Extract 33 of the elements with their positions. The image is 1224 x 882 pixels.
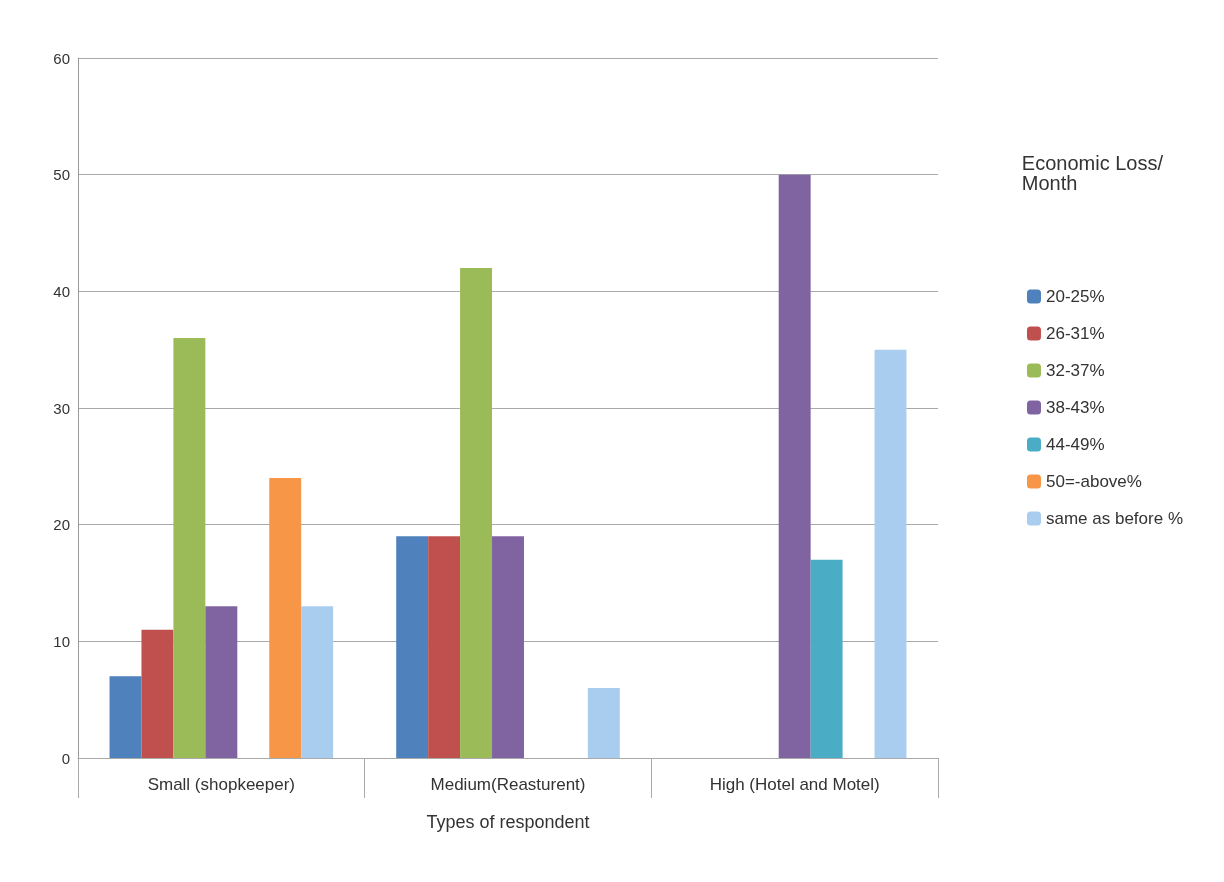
y-tick-label: 10 xyxy=(53,632,70,650)
bar xyxy=(141,629,174,758)
legend-label: same as before % xyxy=(1045,509,1183,528)
legend-label: 20-25% xyxy=(1045,287,1105,306)
bar xyxy=(269,478,302,758)
x-tick-label: High (Hotel and Motel) xyxy=(709,775,880,794)
bar xyxy=(778,174,811,758)
legend-title: Economic Loss/Month xyxy=(1021,152,1164,194)
bar xyxy=(301,606,334,758)
y-tick-label: 30 xyxy=(53,399,70,417)
legend-label: 26-31% xyxy=(1045,324,1105,343)
y-tick-label: 60 xyxy=(53,49,70,67)
bar xyxy=(810,559,843,758)
bar xyxy=(173,338,206,758)
y-tick-label: 40 xyxy=(53,282,70,300)
legend-label: 44-49% xyxy=(1045,435,1105,454)
bar xyxy=(428,536,461,758)
bar xyxy=(874,349,907,758)
bar xyxy=(109,676,142,758)
legend-label: 38-43% xyxy=(1045,398,1105,417)
x-axis-title: Types of respondent xyxy=(426,812,590,832)
y-tick-label: 0 xyxy=(61,749,70,767)
legend-label: 32-37% xyxy=(1045,361,1105,380)
x-tick-label: Small (shopkeeper) xyxy=(147,775,296,794)
legend-label: 50=-above% xyxy=(1045,472,1142,491)
y-tick-label: 50 xyxy=(53,166,70,184)
bar xyxy=(396,536,429,758)
x-tick-label: Medium(Reasturent) xyxy=(430,775,586,794)
bar xyxy=(587,688,620,758)
y-tick-label: 20 xyxy=(53,516,70,534)
bar xyxy=(205,606,238,758)
bar xyxy=(460,268,493,758)
bar xyxy=(492,536,524,758)
